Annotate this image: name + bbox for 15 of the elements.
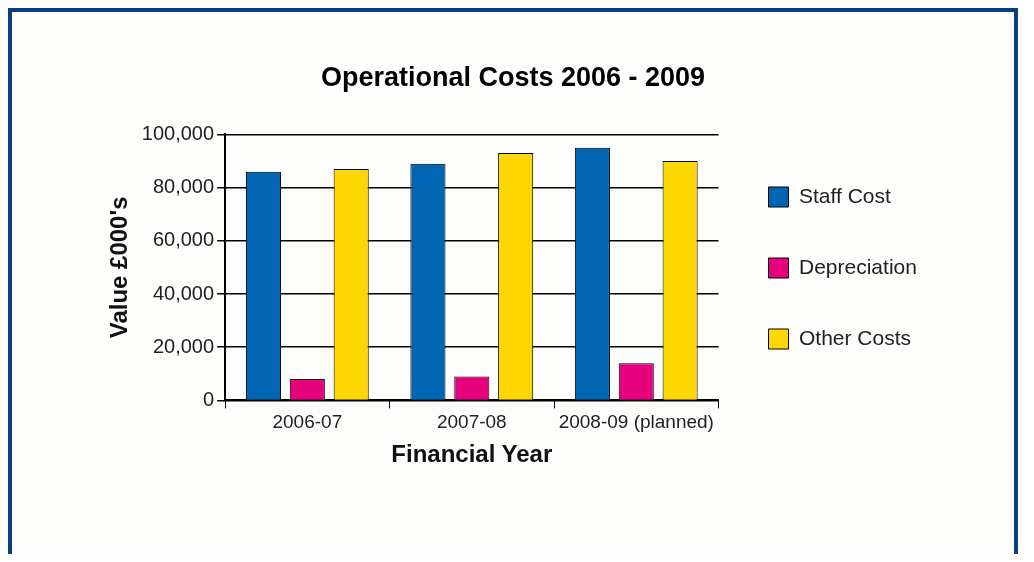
x-tick-label: 2006-07 [272,411,343,433]
y-tick-label: 40,000 [152,281,215,304]
y-axis-title: Value £000's [105,196,133,339]
x-tick-label: 2007-08 [436,411,507,433]
legend-label: Other Costs [799,325,912,349]
y-tick-label: 80,000 [152,175,215,198]
chart-title: Operational Costs 2006 - 2009 [320,61,706,92]
legend-label: Staff Cost [799,183,891,207]
x-axis-title: Financial Year [391,440,553,468]
y-tick-label: 0 [202,387,215,410]
x-tick-label: 2008-09 (planned) [558,411,714,433]
y-tick-label: 20,000 [152,334,215,357]
y-tick-label: 100,000 [141,121,215,144]
legend-label: Depreciation [799,254,917,278]
y-tick-label: 60,000 [152,228,215,251]
